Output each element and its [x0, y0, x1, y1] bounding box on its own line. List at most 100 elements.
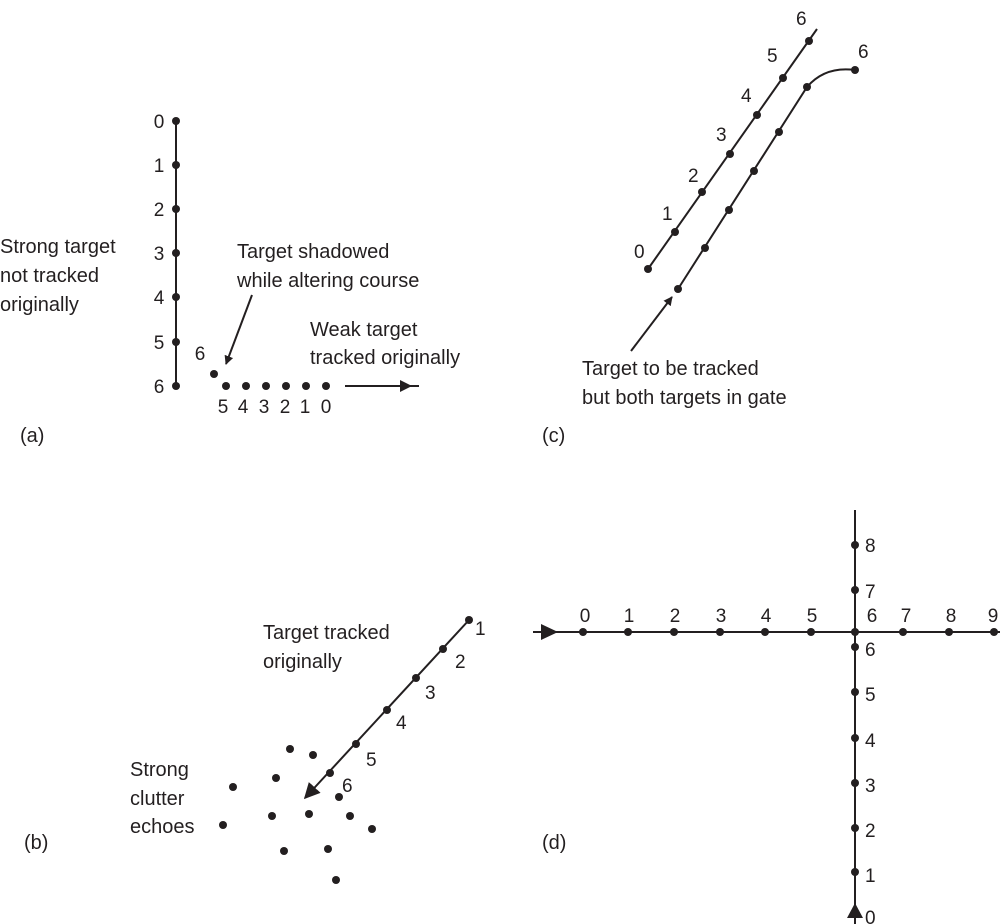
upper-target-numbers: 0 1 2 3 4 5 6	[634, 9, 807, 263]
track-number: 3	[425, 683, 436, 704]
track-dot	[990, 628, 998, 636]
track-dot	[945, 628, 953, 636]
track-number: 7	[901, 606, 912, 627]
clutter-dot	[280, 847, 288, 855]
track-dot	[899, 628, 907, 636]
horizontal-track-numbers: 0 1 2 3 4 5 6 7 8 9	[580, 606, 999, 627]
track-dot	[172, 117, 180, 125]
track-number: 0	[321, 397, 332, 418]
track-number: 7	[865, 582, 876, 603]
track-dot	[851, 643, 859, 651]
weak-target-dots	[210, 370, 330, 390]
track-dot	[326, 769, 334, 777]
panel-c: 0 1 2 3 4 5 6 6 Target to be tracked but…	[542, 9, 869, 447]
track-number: 3	[716, 606, 727, 627]
track-number: 6	[154, 377, 165, 398]
track-dot	[750, 167, 758, 175]
track-dot	[172, 249, 180, 257]
track-number: 6	[865, 640, 876, 661]
track-dot	[671, 228, 679, 236]
arrowhead-icon	[541, 624, 558, 640]
track-number: 1	[154, 156, 165, 177]
track-dot	[383, 706, 391, 714]
panel-d: 0 1 2 3 4 5 6 7 8 9 0 1 2 3 4 5	[533, 510, 1000, 924]
track-number: 9	[988, 606, 999, 627]
clutter-dot	[229, 783, 237, 791]
panel-d-caption: (d)	[542, 832, 566, 854]
track-dot	[172, 161, 180, 169]
track-number: 1	[662, 204, 673, 225]
vertical-track-numbers: 0 1 2 3 4 5 6 7 8	[865, 536, 876, 924]
svg-text:Weak target: Weak target	[310, 319, 418, 341]
track-dot	[851, 779, 859, 787]
track-number: 0	[154, 112, 165, 133]
track-number: 3	[716, 125, 727, 146]
clutter-dot	[272, 774, 280, 782]
svg-text:tracked originally: tracked originally	[310, 347, 460, 369]
track-number: 5	[865, 685, 876, 706]
svg-text:but both targets in gate: but both targets in gate	[582, 387, 787, 409]
strong-target-numbers: 0 1 2 3 4 5 6	[154, 112, 165, 398]
track-number: 1	[865, 866, 876, 887]
track-dot	[172, 338, 180, 346]
track-number: 2	[688, 166, 699, 187]
track-number: 0	[634, 242, 645, 263]
track-number: 1	[624, 606, 635, 627]
track-number: 6	[858, 42, 869, 63]
svg-text:while altering course: while altering course	[236, 270, 419, 292]
arrowhead-icon	[847, 903, 863, 918]
track-dot	[851, 628, 859, 636]
track-dot	[670, 628, 678, 636]
track-number: 6	[342, 776, 353, 797]
horizontal-track-dots	[579, 628, 998, 636]
track-dot	[775, 128, 783, 136]
clutter-dot	[368, 825, 376, 833]
tracked-target-dots	[326, 616, 473, 777]
track-dot	[851, 586, 859, 594]
track-dot	[761, 628, 769, 636]
track-dot	[779, 74, 787, 82]
track-number: 4	[238, 397, 249, 418]
tracked-target-numbers: 1 2 3 4 5 6	[342, 619, 486, 797]
track-dot	[302, 382, 310, 390]
track-dot	[805, 37, 813, 45]
track-dot	[282, 382, 290, 390]
tracked-target-label: Target tracked originally	[263, 622, 390, 673]
panel-b: 1 2 3 4 5 6 Target tracked originally	[24, 616, 486, 884]
track-dot	[172, 382, 180, 390]
track-dot	[322, 382, 330, 390]
track-number: 0	[865, 908, 876, 924]
track-dot	[439, 645, 447, 653]
clutter-dot	[335, 793, 343, 801]
shadow-pointer-arrow	[224, 294, 253, 365]
track-dot	[698, 188, 706, 196]
track-number: 5	[154, 333, 165, 354]
track-dot	[262, 382, 270, 390]
clutter-dot	[332, 876, 340, 884]
track-number: 4	[154, 288, 165, 309]
track-dot	[624, 628, 632, 636]
svg-text:Target tracked: Target tracked	[263, 622, 390, 644]
panel-a: 0 1 2 3 4 5 6 6 5 4 3 2 1 0	[0, 112, 460, 447]
track-dot	[412, 674, 420, 682]
clutter-echoes-label: Strong clutter echoes	[130, 759, 195, 838]
track-dot	[210, 370, 218, 378]
strong-target-dots	[172, 117, 180, 390]
track-number: 5	[807, 606, 818, 627]
track-number: 6	[195, 344, 206, 365]
track-dot	[851, 734, 859, 742]
track-number: 5	[218, 397, 229, 418]
track-dot	[172, 205, 180, 213]
track-number: 8	[946, 606, 957, 627]
svg-text:echoes: echoes	[130, 816, 195, 838]
svg-text:originally: originally	[0, 294, 79, 316]
track-number: 2	[865, 821, 876, 842]
track-dot	[674, 285, 682, 293]
track-dot	[352, 740, 360, 748]
panel-c-caption: (c)	[542, 425, 565, 447]
track-dot	[851, 868, 859, 876]
arrowhead-icon	[400, 380, 412, 392]
track-dot	[803, 83, 811, 91]
clutter-dot	[324, 845, 332, 853]
